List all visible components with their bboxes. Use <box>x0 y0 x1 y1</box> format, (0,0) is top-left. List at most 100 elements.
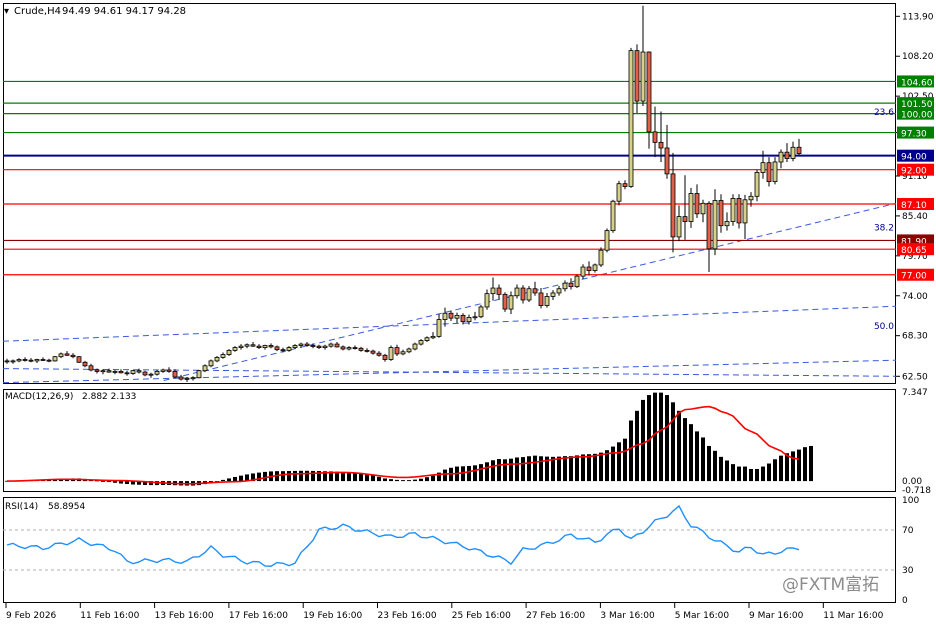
macd-bar <box>599 452 603 482</box>
candle-body <box>736 198 742 224</box>
candle <box>184 376 190 382</box>
fib-label-50.0: 50.0 <box>874 322 894 332</box>
candle-body <box>382 354 388 360</box>
time-tick-label: 5 Mar 16:00 <box>675 611 730 621</box>
macd-bar <box>233 476 237 482</box>
candle-body <box>532 288 538 294</box>
candle <box>40 357 46 361</box>
candle <box>28 358 34 363</box>
candle <box>724 212 730 231</box>
candle-body <box>160 369 166 372</box>
trendline-1[interactable] <box>3 359 896 384</box>
macd-bar <box>659 392 663 482</box>
candle <box>262 344 268 350</box>
candle-body <box>52 356 58 362</box>
candle-body <box>694 193 700 215</box>
macd-bar <box>347 472 351 482</box>
candle-body <box>34 359 40 362</box>
macd-bar <box>101 481 105 482</box>
candle-body <box>616 183 622 202</box>
candle-body <box>754 172 760 197</box>
candle <box>364 348 370 353</box>
candle <box>16 358 22 363</box>
header-arrow-icon[interactable]: ▾ <box>4 6 9 17</box>
candle <box>178 374 184 381</box>
trendline-2[interactable] <box>3 368 896 377</box>
candle <box>490 277 496 301</box>
candle <box>226 348 232 356</box>
macd-bar <box>791 451 795 482</box>
candle-body <box>418 340 424 345</box>
rsi-tick-label: 100 <box>902 496 919 506</box>
candle <box>142 370 148 377</box>
time-tick-label: 11 Mar 16:00 <box>823 611 883 621</box>
macd-bar <box>263 471 267 482</box>
rsi-label: RSI(14) <box>5 502 38 512</box>
trendline-0[interactable] <box>3 305 896 342</box>
candle-body <box>604 230 610 251</box>
candle <box>112 369 118 375</box>
candle <box>532 281 538 296</box>
candle <box>418 339 424 346</box>
candle <box>712 189 718 256</box>
macd-bar <box>137 481 141 485</box>
candle <box>382 353 388 362</box>
candle <box>772 157 778 185</box>
candle <box>634 44 640 113</box>
candle-body <box>238 345 244 348</box>
candle-body <box>442 312 448 320</box>
candle <box>88 363 94 372</box>
candle <box>286 346 292 352</box>
macd-bar <box>521 457 525 482</box>
price-tick-label: 108.20 <box>902 52 934 62</box>
macd-bar <box>431 475 435 482</box>
macd-bar <box>119 481 123 484</box>
level-tag-100.00 <box>897 107 934 120</box>
candle-body <box>340 346 346 350</box>
candle-body <box>370 350 376 354</box>
macd-bar <box>635 410 639 482</box>
level-tag-97.30 <box>897 126 934 139</box>
candle-body <box>586 266 592 271</box>
price-tick-label: 74.00 <box>902 292 928 302</box>
candle-body <box>286 347 292 351</box>
rsi-tick-label: 30 <box>902 566 914 576</box>
candle-body <box>130 370 136 374</box>
candle-body <box>652 131 658 143</box>
macd-bar <box>587 454 591 482</box>
level-tag-101.50 <box>897 97 934 110</box>
candle <box>784 143 790 162</box>
trendline-3[interactable] <box>163 202 896 381</box>
candle <box>568 278 574 290</box>
candle-body <box>514 287 520 297</box>
candle <box>484 289 490 310</box>
candle-body <box>658 141 664 149</box>
macd-bar <box>491 460 495 482</box>
macd-bar <box>323 471 327 482</box>
rsi-frame <box>3 497 896 603</box>
candle <box>682 175 688 240</box>
macd-bar <box>287 471 291 482</box>
candle-body <box>580 266 586 277</box>
macd-bar <box>605 450 609 482</box>
candle <box>544 292 550 308</box>
level-tag-label: 80.65 <box>901 246 927 256</box>
candle <box>520 285 526 304</box>
time-tick-label: 17 Feb 16:00 <box>229 611 288 621</box>
candle <box>106 368 112 373</box>
candle <box>460 313 466 325</box>
candle-body <box>562 282 568 290</box>
candle-body <box>82 361 88 367</box>
candle-body <box>610 200 616 232</box>
candle <box>346 346 352 351</box>
candle <box>436 313 442 338</box>
macd-bar <box>767 463 771 482</box>
level-tag-92.00 <box>897 163 934 176</box>
candle-body <box>28 359 34 362</box>
price-tick-label: 91.10 <box>902 172 928 182</box>
candle <box>730 194 736 226</box>
macd-bar <box>107 481 111 483</box>
candle <box>688 187 694 228</box>
macd-bar <box>677 410 681 482</box>
candle-body <box>262 345 268 348</box>
